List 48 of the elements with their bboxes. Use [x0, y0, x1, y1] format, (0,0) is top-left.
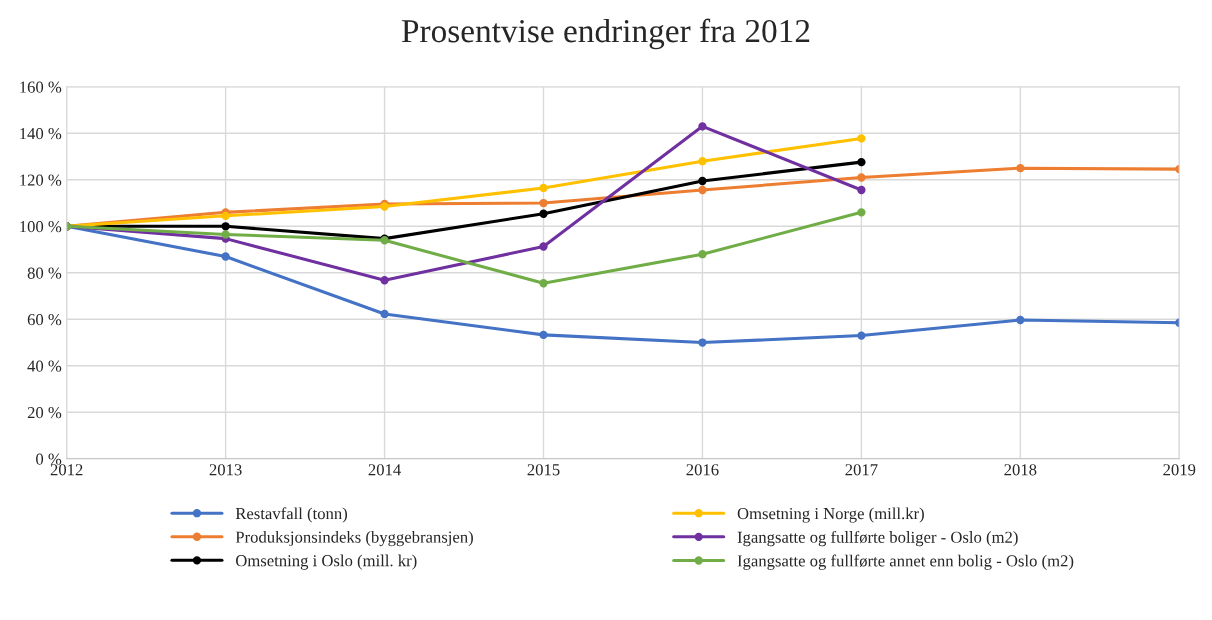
point: [698, 157, 707, 166]
point: [380, 309, 389, 319]
point: [221, 222, 230, 231]
legend-label: Restavfall (tonn): [235, 507, 348, 523]
point: [539, 198, 548, 208]
point: [698, 250, 707, 259]
point: [698, 176, 707, 186]
legend-label: Produksjonsindeks (byggebransjen): [235, 531, 473, 547]
point: [539, 330, 548, 340]
y-tick-label: 60 %: [27, 314, 62, 326]
point: [1016, 164, 1025, 173]
point: [539, 279, 548, 288]
point: [698, 338, 707, 347]
y-tick-label: 100 %: [20, 221, 62, 233]
y-tick-label: 80 %: [27, 267, 62, 279]
point: [1016, 315, 1025, 325]
point: [857, 157, 866, 167]
x-tick-label: 2018: [1004, 464, 1037, 476]
point: [857, 208, 866, 217]
x-tick-label: 2019: [1163, 464, 1196, 476]
x-tick-label: 2017: [845, 464, 878, 476]
point: [857, 134, 866, 143]
x-tick-label: 2014: [368, 464, 401, 476]
point: [539, 183, 548, 193]
x-tick-label: 2015: [527, 464, 560, 476]
point: [857, 331, 866, 340]
point: [539, 209, 548, 218]
x-tick-label: 2016: [686, 464, 719, 476]
legend-label: Igangsatte og fullførte annet enn bolig - Oslo (m2): [737, 554, 1074, 570]
y-tick-label: 120 %: [20, 174, 62, 186]
point: [698, 122, 707, 131]
y-tick-label: 20 %: [27, 407, 62, 419]
legend-label: Omsetning i Norge (mill.kr): [737, 507, 924, 523]
x-tick-label: 2012: [50, 464, 83, 476]
point: [857, 173, 866, 182]
point: [221, 230, 230, 239]
chart-title: Prosentvise endringer fra 2012: [401, 18, 810, 50]
x-tick-label: 2013: [209, 464, 242, 476]
y-tick-label: 0 %: [36, 453, 62, 465]
point: [380, 276, 389, 285]
y-tick-label: 160 %: [20, 81, 62, 93]
point: [221, 252, 230, 261]
legend-label: Igangsatte og fullførte boliger - Oslo (m2): [737, 530, 1018, 547]
y-tick-label: 40 %: [27, 360, 62, 372]
legend-label: Omsetning i Oslo (mill. kr): [235, 554, 417, 570]
y-tick-label: 140 %: [20, 128, 62, 140]
point: [698, 185, 707, 195]
point: [857, 185, 866, 195]
